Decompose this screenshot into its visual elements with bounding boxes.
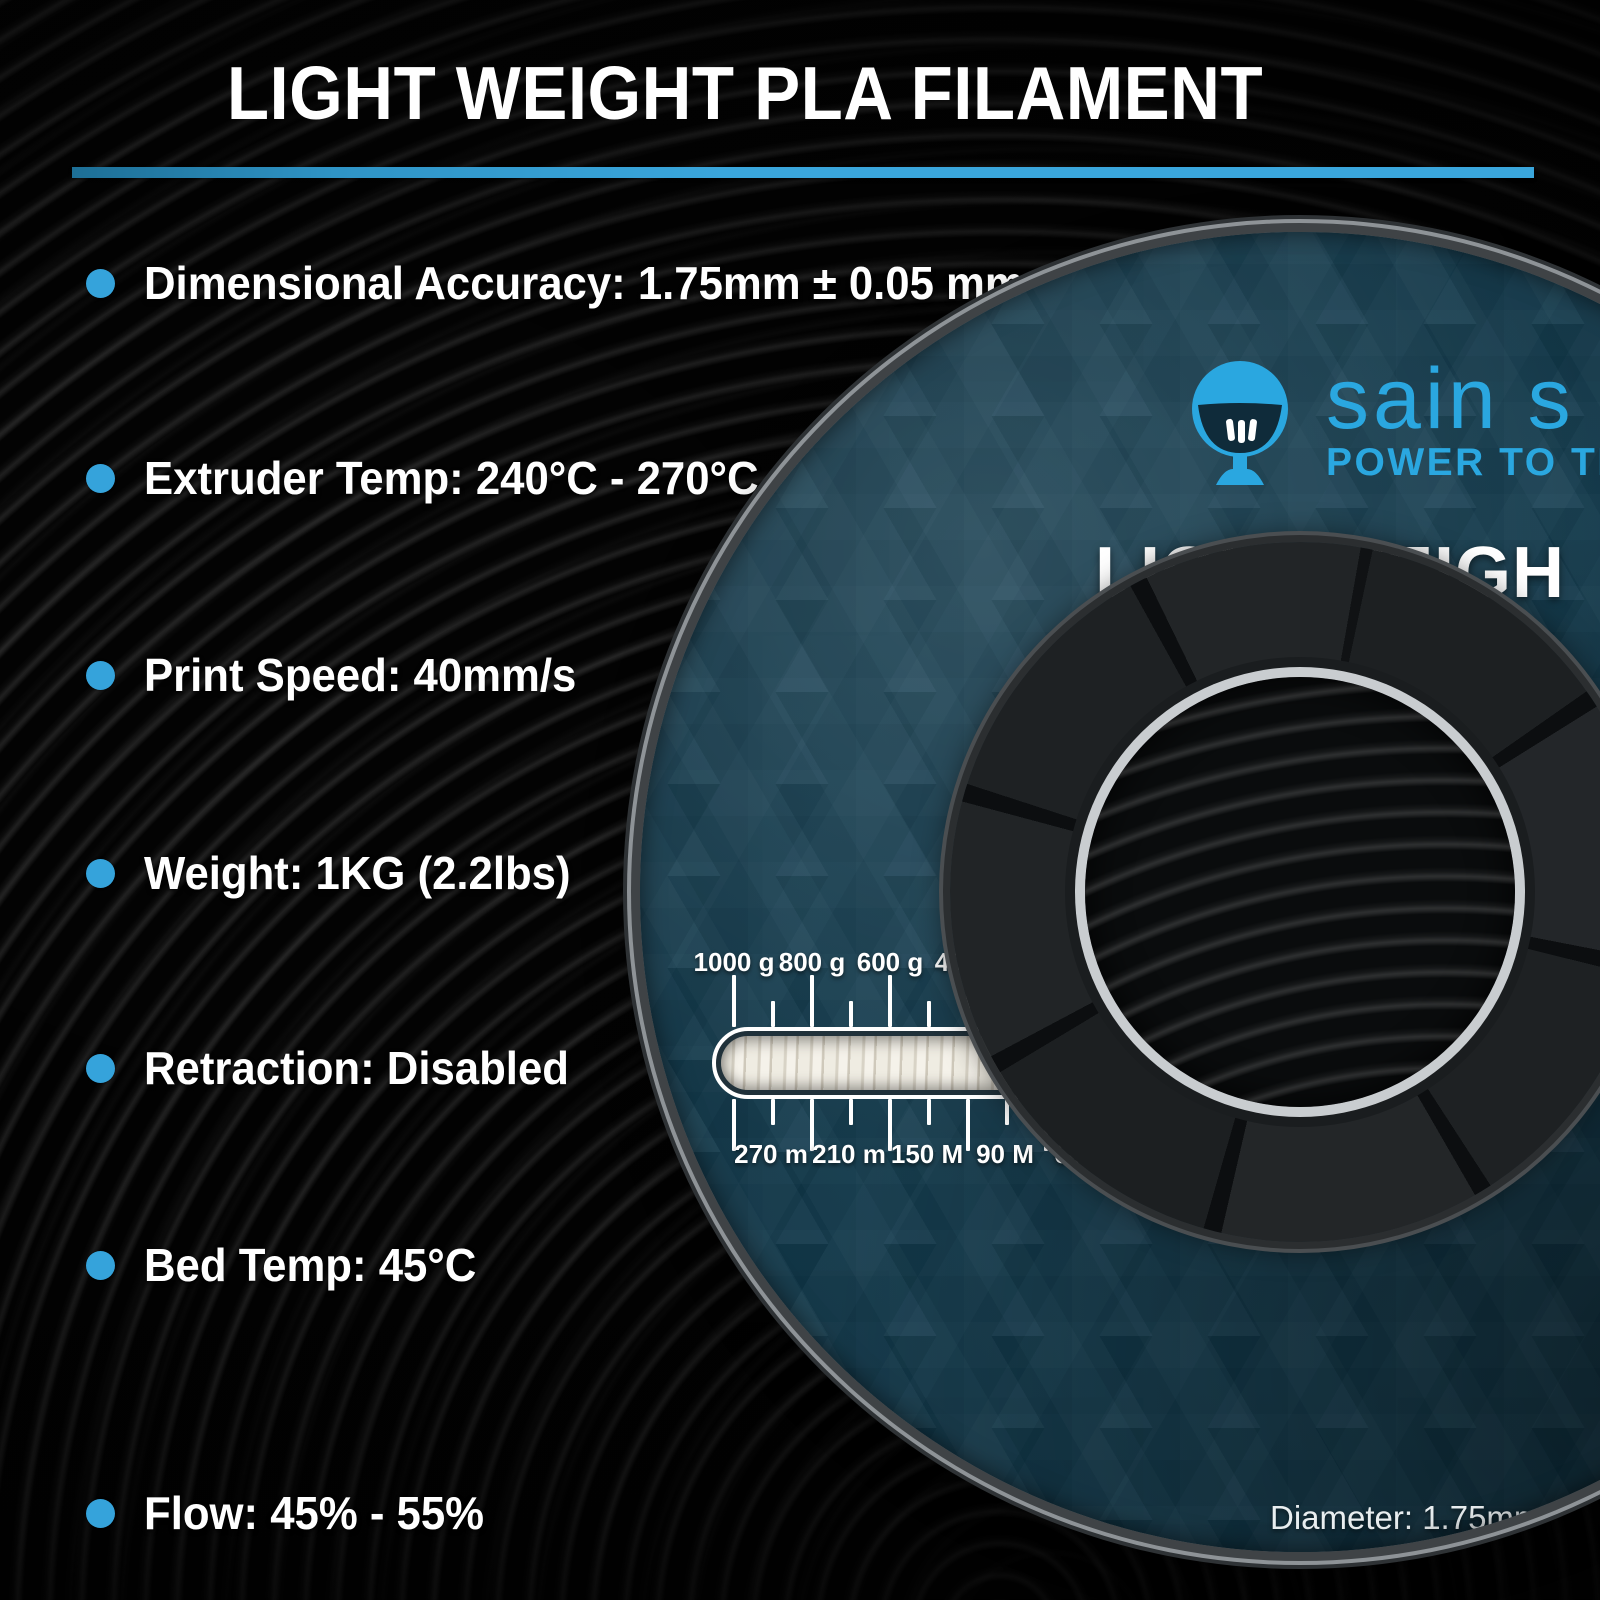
brand-name: sain s <box>1326 350 1575 447</box>
bullet-dot-icon <box>86 268 115 298</box>
spec-item-print-speed: Print Speed: 40mm/s <box>86 645 599 705</box>
spec-label: Print Speed: 40mm/s <box>144 649 577 701</box>
scale-weight-label: 1000 g <box>693 947 775 977</box>
spool-bore-ring <box>1085 677 1515 1107</box>
label-diameter-text: Diameter: 1.75mm (± 0.0 <box>1270 1499 1600 1536</box>
spec-item-flow: Flow: 45% - 55% <box>86 1483 502 1543</box>
spec-label: Dimensional Accuracy: 1.75mm ± 0.05 mm <box>144 257 1024 309</box>
spec-label: Extruder Temp: 240°C - 270°C <box>144 452 759 504</box>
scale-tick <box>966 1099 970 1151</box>
brand-wordmark: sain s POWER TO TH <box>1326 350 1600 485</box>
spec-item-extruder-temp: Extruder Temp: 240°C - 270°C <box>86 448 791 508</box>
scale-tick <box>849 1001 853 1027</box>
scale-tick <box>927 1099 931 1125</box>
label-footer-specs: Diameter: 1.75mm (± 0.0 Print Temperatur… <box>1270 1490 1600 1552</box>
scale-weight-label: 800 g <box>778 947 846 977</box>
brand-logo: sain s POWER TO TH <box>1180 350 1600 487</box>
scale-tick <box>1005 1099 1009 1125</box>
scale-tick <box>888 975 892 1027</box>
spec-item-retraction: Retraction: Disabled <box>86 1038 591 1098</box>
scale-length-label: 90 M <box>976 1139 1034 1169</box>
bullet-dot-icon <box>86 1053 115 1083</box>
spec-label: Retraction: Disabled <box>144 1042 569 1094</box>
sainsmart-logo-icon <box>1192 361 1288 485</box>
bullet-dot-icon <box>86 1498 115 1528</box>
spec-label: Bed Temp: 45°C <box>144 1239 477 1291</box>
scale-tick <box>927 1001 931 1027</box>
spec-item-bed-temp: Bed Temp: 45°C <box>86 1235 494 1295</box>
spec-item-weight: Weight: 1KG (2.2lbs) <box>86 843 593 903</box>
brand-tagline: POWER TO TH <box>1326 441 1600 485</box>
scale-tick <box>810 975 814 1027</box>
scale-tick <box>849 1099 853 1125</box>
spec-label: Flow: 45% - 55% <box>144 1487 484 1539</box>
spool-hub <box>950 542 1600 1242</box>
title-divider-rule <box>72 167 1534 178</box>
bullet-dot-icon <box>86 660 115 690</box>
scale-tick <box>732 975 736 1027</box>
page-title: LIGHT WEIGHT PLA FILAMENT <box>226 51 1264 135</box>
scale-length-label: 150 M <box>890 1139 964 1169</box>
spec-label: Weight: 1KG (2.2lbs) <box>144 847 571 899</box>
scale-tick <box>810 1099 814 1151</box>
label-print-temperature-text: Print Temperature: 240 <box>1270 1547 1600 1552</box>
bullet-dot-icon <box>86 463 115 493</box>
scale-tick <box>771 1001 775 1027</box>
scale-weight-label: 600 g <box>856 947 924 977</box>
scale-tick <box>771 1099 775 1125</box>
scale-length-label: 270 m <box>734 1139 808 1169</box>
spec-item-dimensional-accuracy: Dimensional Accuracy: 1.75mm ± 0.05 mm <box>86 253 1070 313</box>
bullet-dot-icon <box>86 1250 115 1280</box>
scale-length-label: 210 m <box>812 1139 886 1169</box>
scale-tick <box>888 1099 892 1151</box>
bullet-dot-icon <box>86 858 115 888</box>
scale-tick <box>732 1099 736 1151</box>
spool-bore-background <box>1085 677 1515 1107</box>
